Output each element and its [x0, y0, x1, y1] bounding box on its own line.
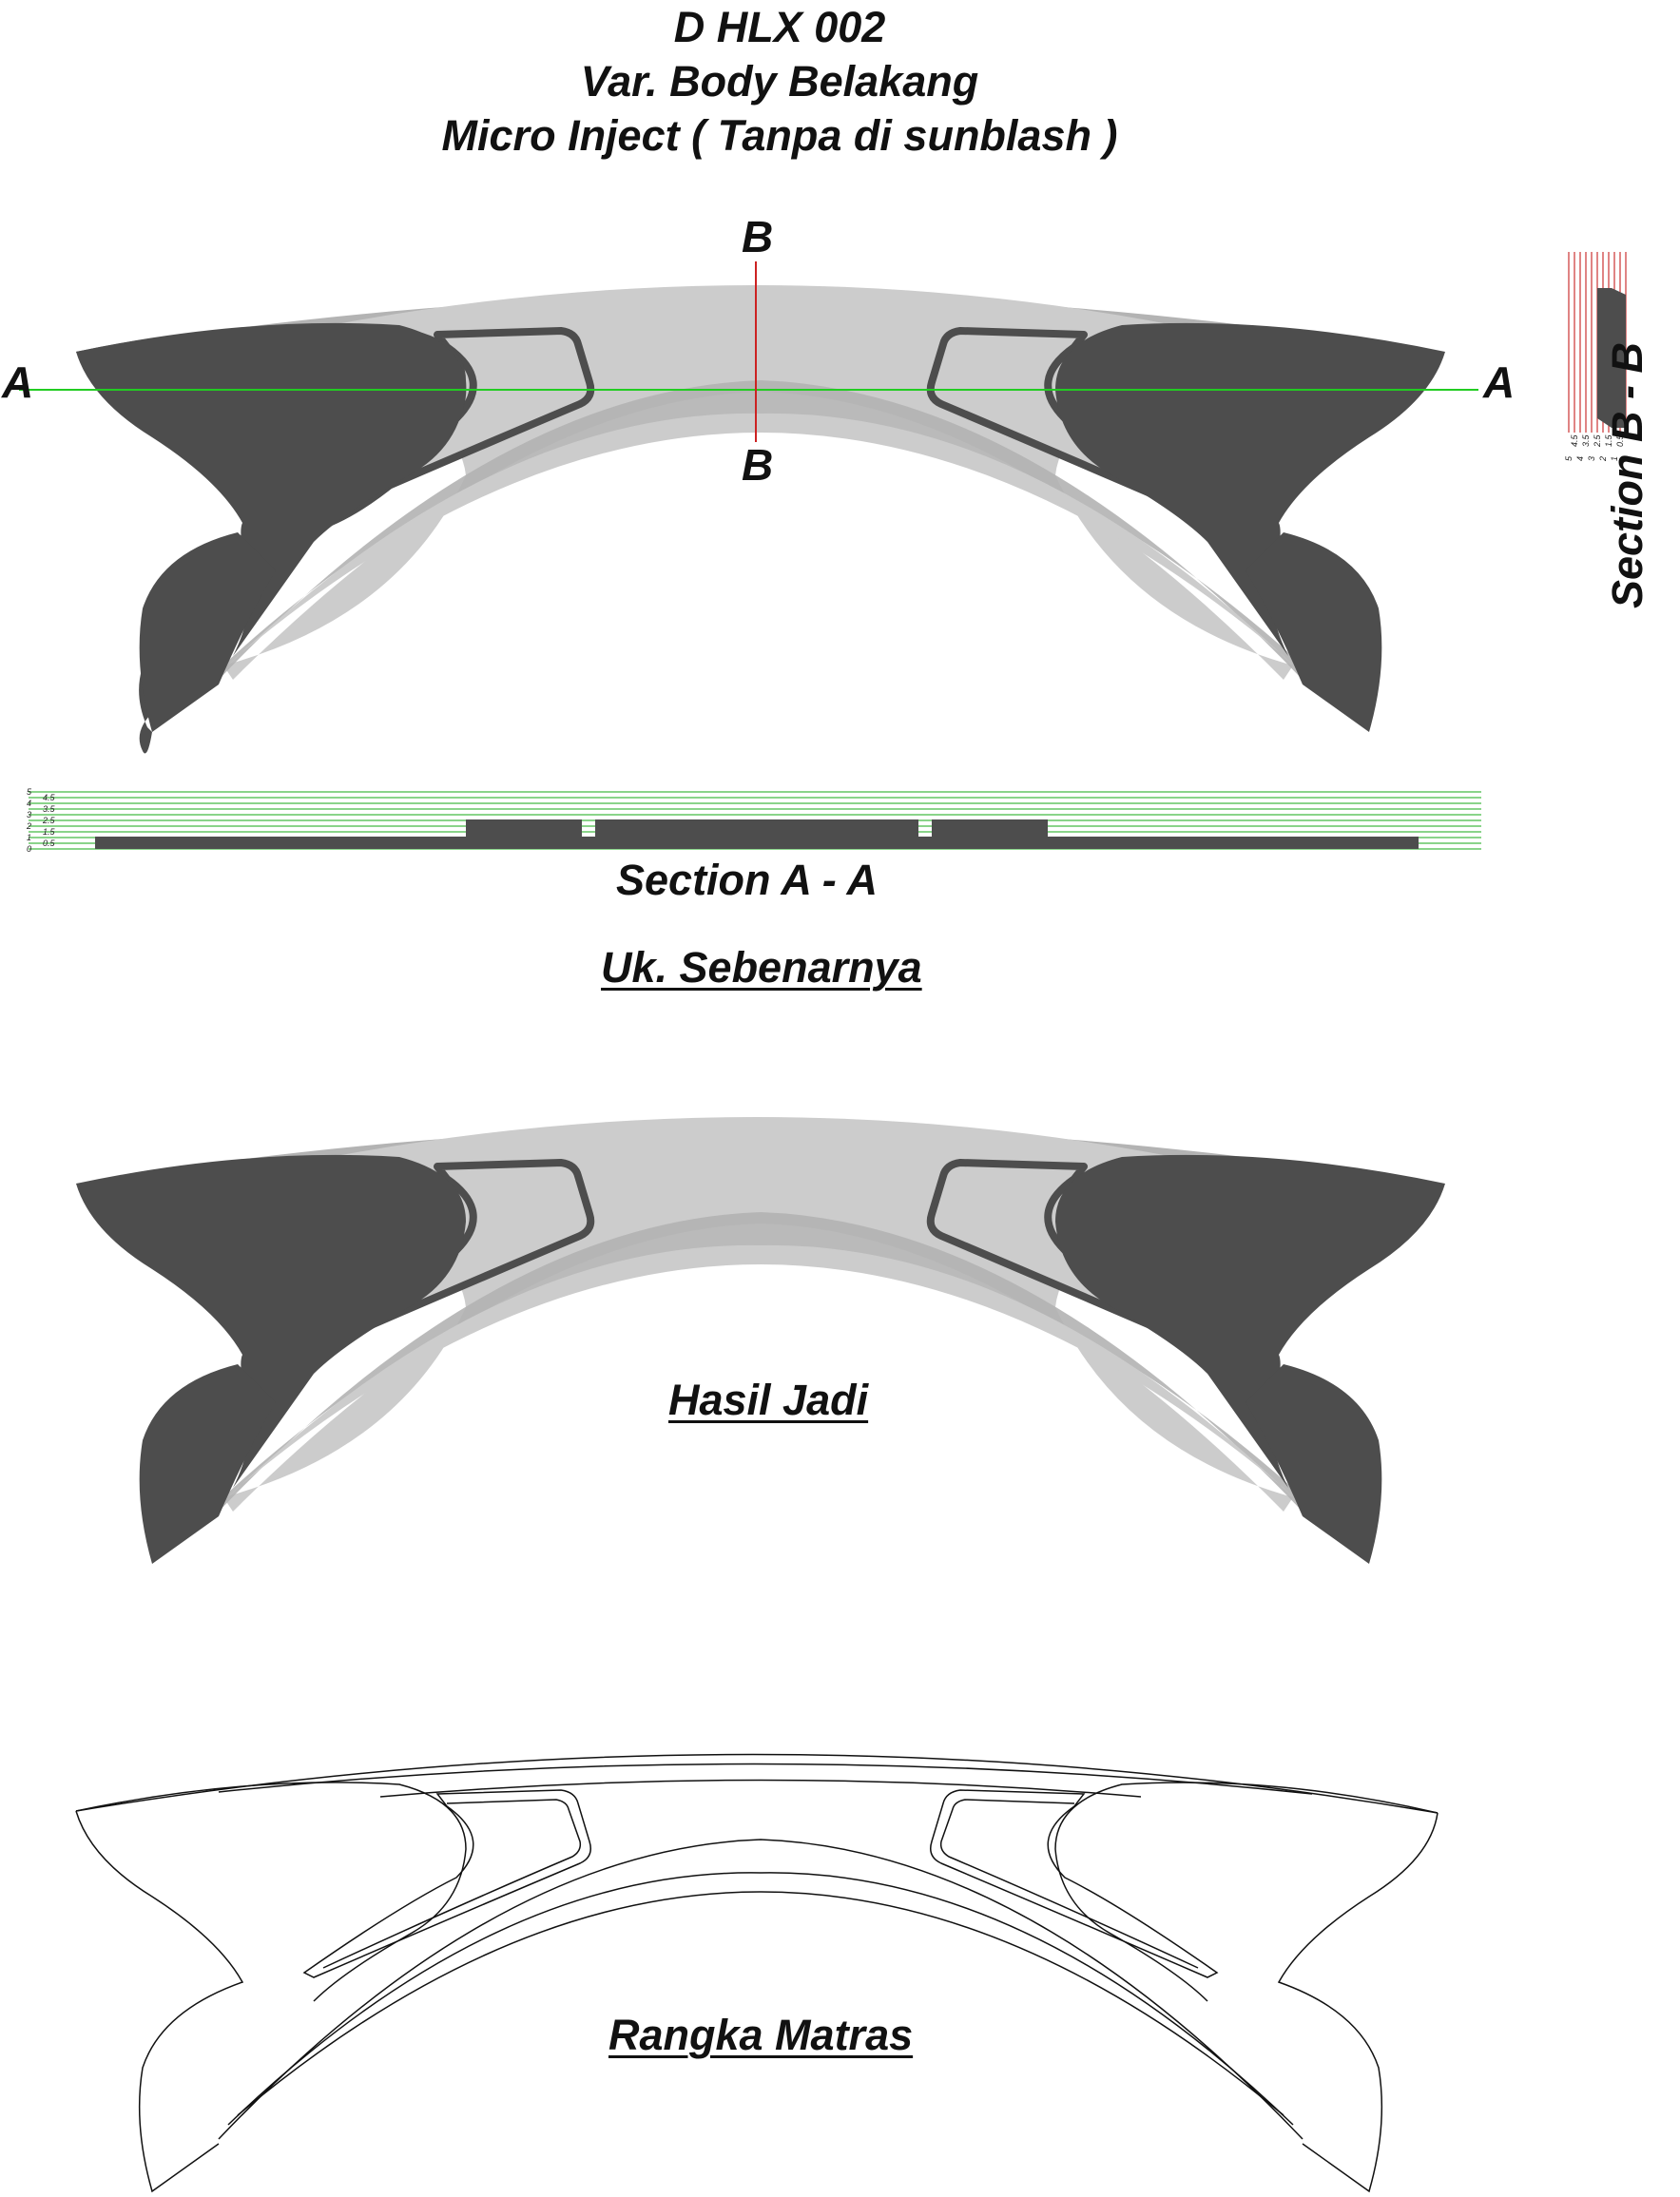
- section-aa-tick-label: 3: [27, 810, 31, 819]
- marker-a-right: A: [1483, 357, 1515, 408]
- section-aa-tick-label: 2: [26, 821, 31, 831]
- section-bb-label: Section B - B: [1603, 342, 1652, 608]
- marker-b-top: B: [742, 211, 773, 262]
- part-view-result: [76, 1117, 1445, 1564]
- section-bb-tick-label: 5: [1564, 455, 1574, 461]
- part-view-mold-frame: [76, 1754, 1438, 2191]
- section-bb-tick-label: 3: [1587, 456, 1596, 461]
- section-aa-tick-label: 4.5: [43, 793, 56, 802]
- section-aa-block-right: [932, 819, 1048, 837]
- section-aa-tick-label: 4: [27, 799, 31, 808]
- right-dark-body: [1055, 323, 1445, 656]
- section-aa-label: Section A - A: [616, 856, 878, 905]
- section-aa-profile: 00.511.522.533.544.55: [26, 787, 1481, 854]
- marker-b-bottom: B: [742, 439, 773, 491]
- part-view-actual: [19, 261, 1478, 754]
- section-aa-block-left: [466, 819, 582, 837]
- section-bb-tick-label: 3.5: [1581, 434, 1591, 447]
- section-aa-tick-label: 3.5: [43, 804, 56, 814]
- section-aa-tick-label: 1: [27, 833, 31, 842]
- section-bb-tick-label: 4: [1575, 456, 1585, 461]
- marker-a-left: A: [2, 357, 33, 408]
- section-aa-base: [95, 837, 1419, 849]
- section-bb-tick-label: 2.5: [1593, 434, 1602, 448]
- section-aa-tick-label: 0.5: [43, 838, 56, 848]
- caption-result: Hasil Jadi: [668, 1376, 868, 1425]
- section-aa-block-center: [595, 819, 918, 837]
- section-aa-tick-label: 1.5: [43, 827, 56, 837]
- section-aa-tick-label: 2.5: [42, 816, 56, 825]
- caption-mold-frame: Rangka Matras: [608, 2011, 913, 2060]
- caption-actual-size: Uk. Sebenarnya: [601, 943, 922, 993]
- section-bb-tick-label: 4.5: [1570, 434, 1579, 447]
- section-aa-tick-label: 0: [27, 844, 31, 854]
